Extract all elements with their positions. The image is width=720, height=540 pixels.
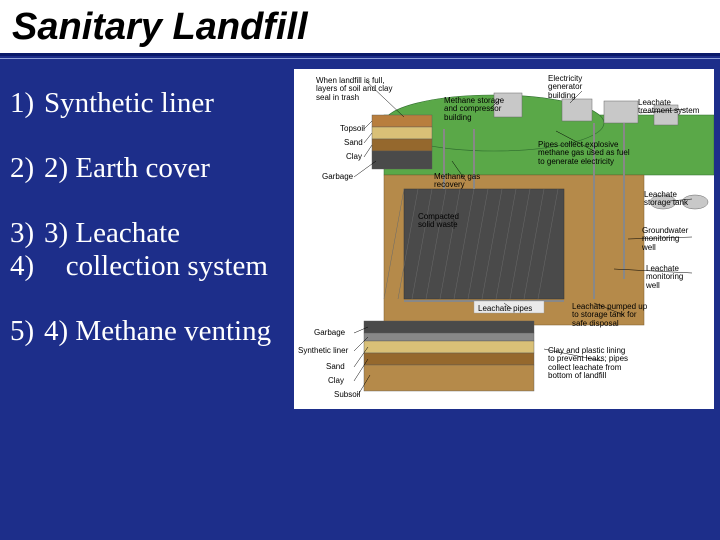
diagram-label: Leachate treatment system [638, 99, 699, 116]
bullet-text: 4) Methane venting [44, 315, 271, 348]
bullet-text: 3) Leachate [44, 217, 180, 250]
diagram-label: When landfill is full, layers of soil an… [316, 77, 392, 102]
diagram-label: Methane gas recovery [434, 173, 480, 190]
slide-title: Sanitary Landfill [12, 6, 708, 49]
diagram-label: Garbage [322, 173, 353, 181]
bullet-text: collection system [44, 250, 268, 283]
diagram-label: Sand [326, 363, 345, 371]
diagram-label: Pipes collect explosive methane gas used… [538, 141, 630, 166]
diagram-label: Leachate pumped up to storage tank for s… [572, 303, 647, 328]
diagram-label: Synthetic liner [298, 347, 348, 355]
bullet-text: 2) Earth cover [44, 152, 210, 185]
diagram-label: Sand [344, 139, 363, 147]
list-item: 4) collection system [10, 250, 271, 283]
diagram-label: Subsoil [334, 391, 360, 399]
list-item: 2) 2) Earth cover [10, 152, 271, 185]
bullet-num: 1) [10, 87, 44, 120]
bullet-list: 1) Synthetic liner 2) 2) Earth cover 3) … [10, 87, 271, 380]
diagram-label: Topsoil [340, 125, 365, 133]
diagram-label: Garbage [314, 329, 345, 337]
diagram-label: Clay [346, 153, 362, 161]
list-item: 3) 3) Leachate [10, 217, 271, 250]
bullet-num: 3) [10, 217, 44, 250]
bullet-num: 5) [10, 315, 44, 348]
diagram-label: Leachate monitoring well [646, 265, 683, 290]
bullet-text: Synthetic liner [44, 87, 214, 120]
slide-content: 1) Synthetic liner 2) 2) Earth cover 3) … [0, 59, 720, 535]
bullet-num: 2) [10, 152, 44, 185]
diagram-label: Leachate pipes [478, 305, 532, 313]
diagram-label: Electricity generator building [548, 75, 582, 100]
diagram-label: Compacted solid waste [418, 213, 459, 230]
diagram-label: Clay [328, 377, 344, 385]
list-item: 1) Synthetic liner [10, 87, 271, 120]
diagram-label: Methane storage and compressor building [444, 97, 504, 122]
diagram-label: Groundwater monitoring well [642, 227, 688, 252]
diagram-label: Clay and plastic lining to prevent leaks… [548, 347, 628, 381]
diagram-label: Leachate storage tank [644, 191, 688, 208]
bullet-num: 4) [10, 250, 44, 283]
title-bar: Sanitary Landfill [0, 0, 720, 56]
landfill-diagram: When landfill is full, layers of soil an… [294, 69, 714, 409]
list-item: 5) 4) Methane venting [10, 315, 271, 348]
